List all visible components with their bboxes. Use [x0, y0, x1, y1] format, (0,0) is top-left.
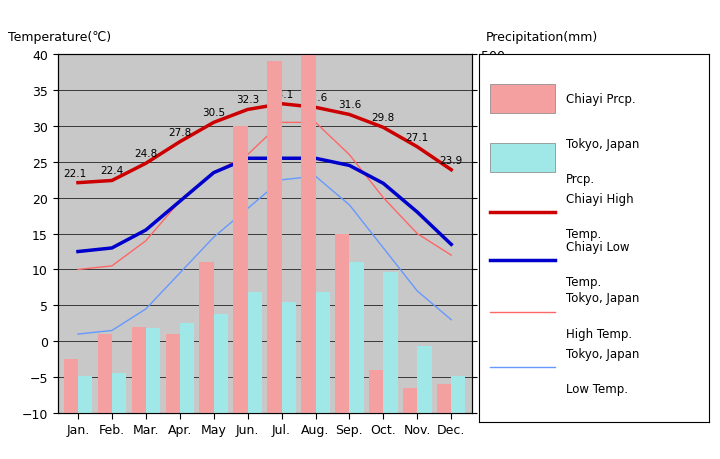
Bar [132, 327, 146, 413]
Bar [98, 334, 112, 413]
Bar [369, 370, 383, 413]
Text: Chiayi High: Chiayi High [567, 193, 634, 206]
Bar [349, 263, 364, 413]
Bar [301, 55, 315, 413]
Bar [418, 347, 431, 413]
FancyBboxPatch shape [490, 143, 555, 173]
Text: 32.3: 32.3 [236, 95, 259, 105]
Bar [233, 127, 248, 413]
Text: Prcp.: Prcp. [567, 173, 595, 185]
Bar [78, 376, 92, 413]
Bar [383, 272, 397, 413]
Text: 32.6: 32.6 [304, 93, 327, 103]
Text: 27.1: 27.1 [405, 133, 429, 142]
Bar [403, 388, 418, 413]
Bar [267, 62, 282, 413]
Text: 31.6: 31.6 [338, 100, 361, 110]
Text: 29.8: 29.8 [372, 113, 395, 123]
Text: 22.1: 22.1 [63, 168, 86, 178]
Bar [437, 385, 451, 413]
Text: 33.1: 33.1 [270, 90, 293, 100]
Text: Tokyo, Japan: Tokyo, Japan [567, 138, 640, 151]
Text: 22.4: 22.4 [100, 166, 124, 176]
Text: 24.8: 24.8 [134, 149, 158, 159]
Text: Low Temp.: Low Temp. [567, 382, 629, 395]
Text: Temp.: Temp. [567, 228, 602, 241]
Bar [451, 376, 466, 413]
Bar [282, 303, 296, 413]
Text: 27.8: 27.8 [168, 128, 192, 137]
Bar [146, 329, 160, 413]
Text: Chiayi Low: Chiayi Low [567, 241, 630, 253]
Text: Precipitation(mm): Precipitation(mm) [486, 31, 598, 44]
Bar [214, 314, 228, 413]
Text: Tokyo, Japan: Tokyo, Japan [567, 347, 640, 360]
Text: 30.5: 30.5 [202, 108, 225, 118]
Bar [336, 234, 349, 413]
Text: Temp.: Temp. [567, 275, 602, 288]
Text: High Temp.: High Temp. [567, 327, 632, 340]
Bar [180, 324, 194, 413]
Text: Tokyo, Japan: Tokyo, Japan [567, 292, 640, 305]
Text: Temperature(℃): Temperature(℃) [8, 31, 111, 45]
Bar [199, 263, 214, 413]
FancyBboxPatch shape [490, 84, 555, 114]
Bar [248, 293, 262, 413]
Bar [112, 373, 126, 413]
Bar [166, 334, 180, 413]
Text: 23.9: 23.9 [440, 156, 463, 165]
Bar [63, 359, 78, 413]
Bar [315, 293, 330, 413]
Text: Chiayi Prcp.: Chiayi Prcp. [567, 93, 636, 106]
